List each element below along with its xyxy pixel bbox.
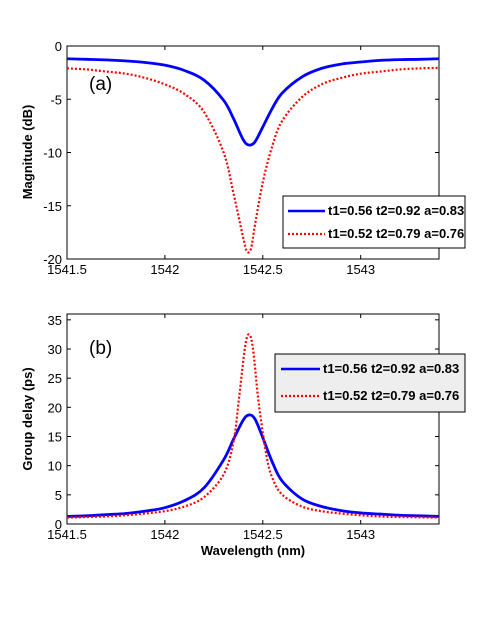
x-tick-label-a: 1543 (346, 262, 375, 277)
x-tick-label-b: 1542 (150, 527, 179, 542)
panel-label-a: (a) (89, 74, 112, 95)
y-tick-label-b: 5 (55, 488, 62, 503)
series-lines-b (66, 333, 440, 519)
y-tick-label-b: 10 (48, 459, 62, 474)
x-tick-label-a: 1542 (150, 262, 179, 277)
y-tick-label-b: 0 (55, 517, 62, 532)
y-tick-label-b: 30 (48, 342, 62, 357)
legend-box-b (274, 353, 466, 413)
legend-a: t1=0.56 t2=0.92 a=0.83 t1=0.52 t2=0.79 a… (282, 195, 466, 249)
y-tick-label-a: -20 (43, 252, 62, 267)
legend-label-b-0: t1=0.56 t2=0.92 a=0.83 (323, 361, 459, 376)
y-axis-label-b: Group delay (ps) (20, 367, 35, 470)
tick-marks-b: 1541.5 1542 1542.5 1543 0 5 10 15 20 25 30 35 (47, 313, 439, 542)
y-tick-label-b: 25 (48, 371, 62, 386)
series-lines-a (66, 57, 440, 254)
y-tick-label-a: -5 (50, 92, 62, 107)
legend-label-a-1: t1=0.52 t2=0.79 a=0.76 (328, 226, 464, 241)
series-line-a-1 (66, 66, 440, 254)
x-tick-label-a: 1542.5 (243, 262, 283, 277)
legend-label-b-1: t1=0.52 t2=0.79 a=0.76 (323, 388, 459, 403)
x-tick-label-b: 1543 (346, 527, 375, 542)
y-tick-label-a: 0 (55, 39, 62, 54)
series-line-a-0 (66, 57, 440, 147)
series-line-b-0 (66, 413, 440, 518)
y-tick-label-b: 15 (48, 430, 62, 445)
legend-box-a (282, 195, 466, 249)
y-tick-label-b: 20 (48, 400, 62, 415)
y-tick-label-b: 35 (48, 313, 62, 328)
x-tick-label-b: 1541.5 (47, 527, 87, 542)
legend-b: t1=0.56 t2=0.92 a=0.83 t1=0.52 t2=0.79 a… (274, 353, 466, 413)
x-tick-label-a: 1541.5 (47, 262, 87, 277)
panel-label-b: (b) (89, 338, 112, 359)
x-tick-label-b: 1542.5 (243, 527, 283, 542)
y-axis-label-a: Magnitude (dB) (20, 105, 35, 200)
series-line-b-1 (66, 333, 440, 519)
panel-b: 1541.5 1542 1542.5 1543 0 5 10 15 20 25 30 35 (b) G… (20, 313, 466, 558)
y-tick-label-a: -15 (43, 199, 62, 214)
x-axis-label-b: Wavelength (nm) (201, 543, 305, 558)
tick-marks-a: 1541.5 1542 1542.5 1543 0 -5 -10 -15 -20 (43, 39, 439, 277)
panel-a: 1541.5 1542 1542.5 1543 0 -5 -10 -15 -20 (a) Mag… (20, 39, 466, 277)
legend-label-a-0: t1=0.56 t2=0.92 a=0.83 (328, 203, 464, 218)
y-tick-label-a: -10 (43, 146, 62, 161)
